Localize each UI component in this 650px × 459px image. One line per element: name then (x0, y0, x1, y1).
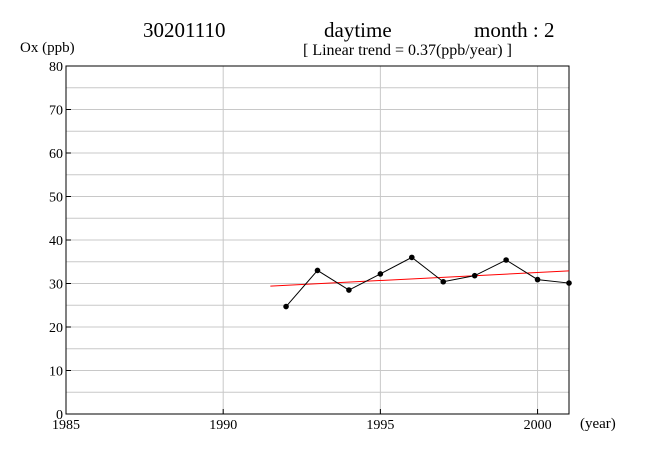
period-label: daytime (324, 18, 392, 42)
y-tick-label: 40 (49, 234, 63, 249)
y-tick-label: 20 (49, 321, 63, 336)
series-layer (283, 254, 572, 310)
data-point (314, 267, 321, 274)
series-line (285, 256, 570, 307)
y-axis-label: Ox (ppb) (20, 40, 75, 56)
y-tick-label: 30 (49, 278, 63, 293)
month-label: month : 2 (474, 18, 555, 42)
data-point (409, 254, 415, 261)
data-point (377, 271, 384, 277)
y-tick-label: 60 (49, 147, 63, 162)
x-tick-label: 1995 (366, 418, 394, 433)
x-tick-label: 1985 (52, 418, 80, 433)
data-point (534, 276, 541, 283)
trend-annotation: [ Linear trend = 0.37(ppb/year) ] (303, 42, 512, 59)
y-axis-ticks: 0 10 20 30 40 50 60 70 80 (49, 60, 71, 423)
trend-line (270, 270, 570, 287)
x-axis-ticks: 1985 1990 1995 2000 (52, 409, 552, 433)
data-point (503, 257, 509, 263)
y-tick-label: 80 (49, 60, 63, 75)
x-tick-label: 1990 (209, 418, 237, 433)
data-point (283, 303, 289, 310)
data-point (346, 287, 352, 293)
y-tick-label: 70 (49, 104, 63, 119)
x-tick-label: 2000 (524, 418, 552, 433)
trend-layer (270, 270, 570, 287)
x-axis-label: (year) (580, 416, 616, 432)
y-tick-label: 0 (56, 408, 63, 423)
data-point (440, 278, 447, 285)
y-tick-label: 50 (49, 191, 63, 206)
data-point (471, 272, 478, 279)
y-tick-label: 10 (49, 365, 63, 380)
grid (66, 66, 569, 414)
data-point (566, 280, 572, 286)
station-code: 30201110 (143, 18, 226, 42)
